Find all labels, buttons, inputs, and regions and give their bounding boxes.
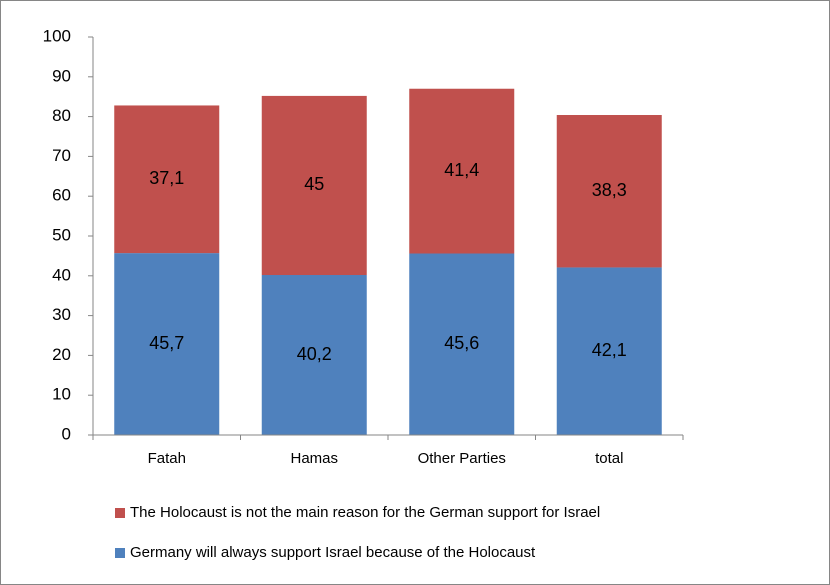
bar-segment xyxy=(114,253,220,435)
y-tick-label: 70 xyxy=(52,146,71,165)
x-tick-label: Hamas xyxy=(290,450,338,467)
legend-label: The Holocaust is not the main reason for… xyxy=(130,504,600,521)
y-tick-label: 60 xyxy=(52,186,71,205)
y-tick-label: 80 xyxy=(52,106,71,125)
legend-label: Germany will always support Israel becau… xyxy=(130,544,536,561)
y-tick-label: 50 xyxy=(52,225,71,244)
bar-segment xyxy=(409,88,515,254)
y-tick-label: 40 xyxy=(52,265,71,284)
bar-segment xyxy=(261,275,367,435)
legend-swatch xyxy=(115,548,125,558)
y-tick-label: 100 xyxy=(43,26,71,45)
data-label: 41,4 xyxy=(444,160,479,180)
y-tick-label: 30 xyxy=(52,305,71,324)
x-tick-label: total xyxy=(595,450,623,467)
bar-segment xyxy=(556,267,662,435)
x-tick-label: Fatah xyxy=(148,450,186,467)
bar-segment xyxy=(556,115,662,268)
legend-swatch xyxy=(115,508,125,518)
data-label: 37,1 xyxy=(149,168,184,188)
bar-segment xyxy=(114,105,220,254)
data-label: 42,1 xyxy=(592,340,627,360)
y-tick-label: 20 xyxy=(52,345,71,364)
data-label: 40,2 xyxy=(297,344,332,364)
bar-segment xyxy=(261,95,367,276)
y-tick-label: 0 xyxy=(62,424,71,443)
data-label: 45 xyxy=(304,174,324,194)
data-label: 38,3 xyxy=(592,180,627,200)
y-tick-label: 90 xyxy=(52,66,71,85)
x-tick-label: Other Parties xyxy=(418,450,506,467)
data-label: 45,7 xyxy=(149,333,184,353)
data-label: 45,6 xyxy=(444,333,479,353)
bar-segment xyxy=(409,253,515,435)
y-tick-label: 10 xyxy=(52,385,71,404)
